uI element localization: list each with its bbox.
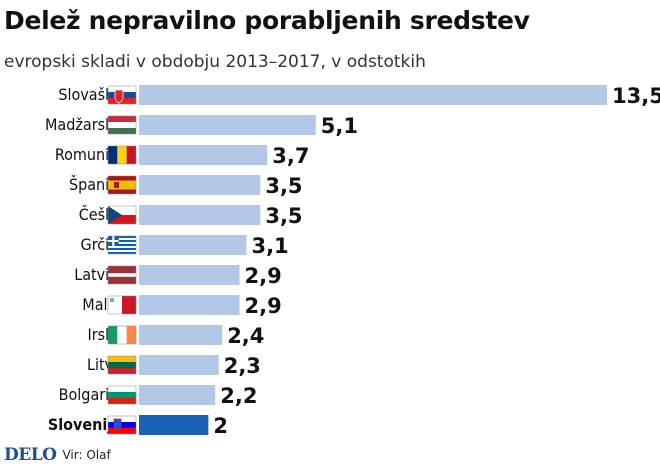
category-label: Slovaška [58, 85, 122, 104]
category-label: Bolgarija [59, 385, 122, 404]
ireland-flag-icon [107, 325, 137, 345]
bar [139, 295, 240, 315]
malta-flag-icon [107, 295, 137, 315]
value-label: 5,1 [321, 114, 358, 138]
bar [139, 415, 209, 435]
value-label: 3,7 [272, 144, 309, 168]
bar-row: Litva 2,3 [87, 354, 261, 378]
czechia-flag-icon [107, 205, 137, 225]
bar-row: Malta 2,9 [82, 294, 281, 318]
category-label: Romunija [55, 145, 122, 164]
value-label: 2,9 [245, 294, 282, 318]
bar [139, 355, 219, 375]
bar-row: Španija 3,5 [69, 174, 303, 198]
bulgaria-flag-icon [107, 385, 137, 405]
bar [139, 115, 316, 135]
bar [139, 325, 223, 345]
chart-subtitle: evropski skladi v obdobju 2013–2017, v o… [4, 52, 426, 72]
bar-row: Romunija 3,7 [55, 144, 310, 168]
delo-logo: DELO [4, 445, 57, 465]
bar-row: Irska 2,4 [87, 324, 264, 348]
slovakia-flag-icon [107, 85, 137, 105]
hungary-flag-icon [107, 115, 137, 135]
bar-row: Madžarska 5,1 [45, 114, 358, 138]
bar [139, 205, 261, 225]
category-label: Madžarska [45, 115, 122, 134]
bar [139, 385, 216, 405]
value-label: 3,5 [265, 174, 302, 198]
slovenia-flag-icon [107, 415, 137, 435]
bar-row: Slovenija 2 [48, 414, 228, 438]
latvia-flag-icon [107, 265, 137, 285]
value-label: 2,3 [224, 354, 261, 378]
bar [139, 175, 261, 195]
footer: DELO Vir: Olaf [4, 444, 111, 466]
bar-row: Češka 3,5 [79, 204, 303, 228]
bar [139, 145, 268, 165]
greece-flag-icon [107, 235, 137, 255]
value-label: 3,5 [265, 204, 302, 228]
value-label: 2 [213, 414, 228, 438]
spain-flag-icon [107, 175, 137, 195]
bar-chart: Slovaška 13,5 Madžarska 5,1 Romunija 3,7 Špani… [45, 84, 660, 438]
bar [139, 235, 247, 255]
romania-flag-icon [107, 145, 137, 165]
chart-title: Delež nepravilno porabljenih sredstev [4, 6, 530, 35]
bar [139, 265, 240, 285]
value-label: 2,4 [227, 324, 264, 348]
bar-row: Slovaška 13,5 [58, 84, 660, 108]
category-label: Slovenija [48, 415, 122, 434]
bar-row: Bolgarija 2,2 [59, 384, 258, 408]
value-label: 2,2 [220, 384, 257, 408]
value-label: 2,9 [245, 264, 282, 288]
bar [139, 85, 607, 105]
value-label: 3,1 [251, 234, 288, 258]
source-note: Vir: Olaf [62, 448, 111, 462]
bar-row: Latvija 2,9 [74, 264, 282, 288]
value-label: 13,5 [612, 84, 660, 108]
bar-row: Grčija 3,1 [81, 234, 289, 258]
lithuania-flag-icon [107, 355, 137, 375]
